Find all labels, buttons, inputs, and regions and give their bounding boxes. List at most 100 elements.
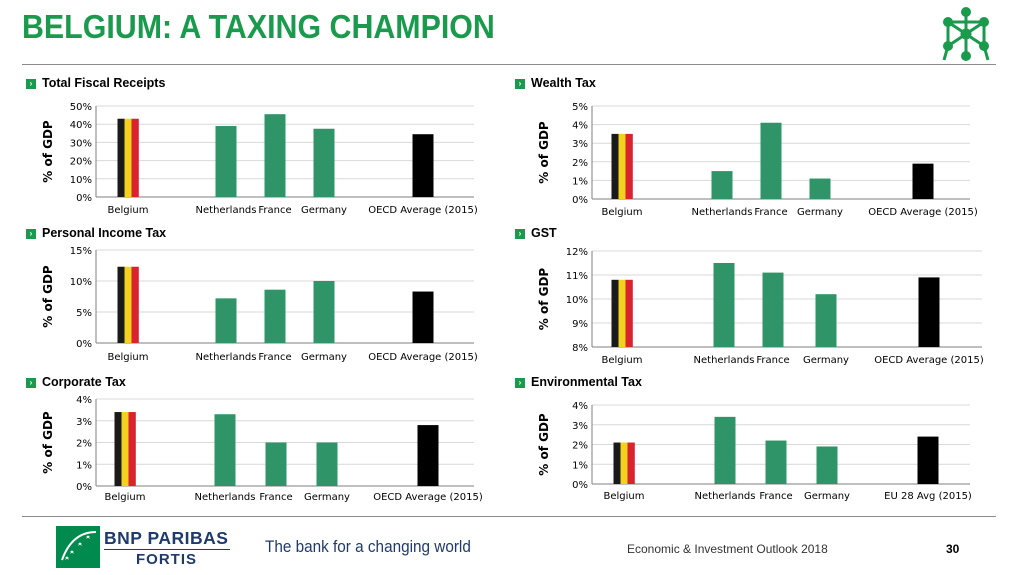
bar-netherlands bbox=[214, 414, 236, 486]
slide-title: BELGIUM: A TAXING CHAMPION bbox=[22, 8, 495, 45]
bullet-arrow-icon: › bbox=[26, 378, 36, 388]
bar-germany bbox=[816, 446, 838, 484]
bar-germany bbox=[316, 442, 338, 486]
x-tick-label: OECD Average (2015) bbox=[368, 205, 478, 216]
x-tick-label: Belgium bbox=[604, 491, 645, 502]
x-tick-label: France bbox=[756, 355, 789, 366]
y-tick-label: 8% bbox=[572, 343, 588, 354]
x-tick-label: France bbox=[754, 207, 787, 218]
bar-belgium bbox=[117, 266, 139, 343]
x-tick-label: Germany bbox=[301, 205, 347, 216]
bar-belgium-stripe bbox=[124, 118, 132, 197]
x-tick-label: Netherlands bbox=[694, 355, 755, 366]
y-axis-label: % of GDP bbox=[537, 121, 551, 184]
bar-belgium-stripe bbox=[117, 266, 125, 343]
x-tick-label: Belgium bbox=[602, 355, 643, 366]
bar-netherlands bbox=[215, 298, 237, 343]
bullet-arrow-icon: › bbox=[515, 79, 525, 89]
y-tick-label: 2% bbox=[572, 441, 588, 452]
atomium-icon bbox=[942, 7, 990, 61]
chart-gst: 8% 9% 10% 11% 12% % of GDP Belgium Netherlands F… bbox=[537, 247, 984, 366]
page-number: 30 bbox=[946, 542, 960, 556]
bar-netherlands bbox=[711, 171, 733, 199]
bar-belgium bbox=[611, 279, 633, 347]
brand-name: BNP PARIBAS bbox=[104, 528, 229, 548]
report-title: Economic & Investment Outlook 2018 bbox=[627, 542, 828, 556]
y-tick-label: 0% bbox=[572, 195, 588, 206]
x-tick-label: France bbox=[759, 491, 792, 502]
x-tick-label: Germany bbox=[301, 352, 347, 363]
bar-germany bbox=[313, 128, 335, 197]
x-tick-label: France bbox=[258, 205, 291, 216]
y-tick-label: 1% bbox=[76, 460, 92, 471]
x-tick-label: Germany bbox=[304, 492, 350, 503]
x-tick-label: OECD Average (2015) bbox=[373, 492, 483, 503]
y-axis-label: % of GDP bbox=[537, 413, 551, 476]
chart-environmental-tax: 0% 1% 2% 3% 4% % of GDP Belgium Netherlands Fran… bbox=[537, 401, 972, 502]
bar-belgium-stripe bbox=[625, 279, 633, 347]
bar-netherlands bbox=[713, 263, 735, 347]
y-tick-label: 4% bbox=[76, 395, 92, 406]
y-tick-label: 11% bbox=[566, 271, 588, 282]
x-tick-label: France bbox=[258, 352, 291, 363]
panel-heading-6: › Environmental Tax bbox=[515, 375, 642, 389]
bar-belgium-stripe bbox=[121, 412, 129, 486]
chart-corporate-tax: 0% 1% 2% 3% 4% % of GDP Belgium Netherlands Fran… bbox=[41, 395, 483, 503]
brand-subname: FORTIS bbox=[136, 551, 197, 568]
y-tick-label: 50% bbox=[70, 102, 92, 113]
footer-divider bbox=[22, 516, 996, 517]
brand-slogan: The bank for a changing world bbox=[265, 537, 471, 556]
y-axis-label: % of GDP bbox=[41, 265, 55, 328]
bar-average bbox=[412, 134, 434, 197]
bar-belgium-stripe bbox=[128, 412, 136, 486]
x-tick-label: Belgium bbox=[108, 205, 149, 216]
bar-average bbox=[412, 291, 434, 343]
chart-wealth-tax: 0% 1% 2% 3% 4% 5% % of GDP Belgium Netherlands Fr… bbox=[537, 102, 978, 218]
y-tick-label: 2% bbox=[572, 158, 588, 169]
x-tick-label: Netherlands bbox=[692, 207, 753, 218]
x-tick-label: Belgium bbox=[105, 492, 146, 503]
bar-belgium bbox=[117, 118, 139, 197]
y-tick-label: 0% bbox=[572, 480, 588, 491]
bar-belgium-stripe bbox=[627, 442, 635, 484]
chart-total-fiscal-receipts: 0% 10% 20% 30% 40% 50% % of GDP Belgium Netherla… bbox=[41, 102, 478, 216]
bar-france bbox=[760, 122, 782, 199]
y-axis-label: % of GDP bbox=[537, 268, 551, 331]
bar-netherlands bbox=[714, 416, 736, 484]
bar-belgium-stripe bbox=[611, 279, 619, 347]
x-tick-label: Netherlands bbox=[195, 492, 256, 503]
x-tick-label: Netherlands bbox=[196, 205, 257, 216]
bar-belgium-stripe bbox=[114, 412, 122, 486]
x-tick-label: EU 28 Avg (2015) bbox=[884, 491, 972, 502]
bar-france bbox=[765, 440, 787, 484]
y-tick-label: 4% bbox=[572, 401, 588, 412]
bar-belgium-stripe bbox=[117, 118, 125, 197]
x-tick-label: Belgium bbox=[108, 352, 149, 363]
bar-belgium-stripe bbox=[620, 442, 628, 484]
y-tick-label: 10% bbox=[70, 175, 92, 186]
bullet-arrow-icon: › bbox=[515, 378, 525, 388]
bar-belgium-stripe bbox=[613, 442, 621, 484]
bnp-stars-logo-icon bbox=[56, 526, 100, 568]
y-tick-label: 20% bbox=[70, 157, 92, 168]
y-tick-label: 0% bbox=[76, 482, 92, 493]
x-tick-label: OECD Average (2015) bbox=[868, 207, 978, 218]
x-tick-label: Germany bbox=[804, 491, 850, 502]
bullet-arrow-icon: › bbox=[26, 79, 36, 89]
bar-belgium-stripe bbox=[625, 133, 633, 199]
bar-netherlands bbox=[215, 126, 237, 197]
bar-france bbox=[264, 289, 286, 343]
bullet-arrow-icon: › bbox=[515, 229, 525, 239]
y-tick-label: 3% bbox=[76, 417, 92, 428]
bar-germany bbox=[313, 281, 335, 343]
bar-belgium-stripe bbox=[131, 266, 139, 343]
y-tick-label: 0% bbox=[76, 339, 92, 350]
bar-france bbox=[265, 442, 287, 486]
y-tick-label: 1% bbox=[572, 176, 588, 187]
x-tick-label: Germany bbox=[797, 207, 843, 218]
y-tick-label: 3% bbox=[572, 139, 588, 150]
bar-average bbox=[918, 277, 940, 347]
title-divider bbox=[22, 64, 996, 65]
bar-belgium-stripe bbox=[618, 133, 626, 199]
y-tick-label: 1% bbox=[572, 460, 588, 471]
